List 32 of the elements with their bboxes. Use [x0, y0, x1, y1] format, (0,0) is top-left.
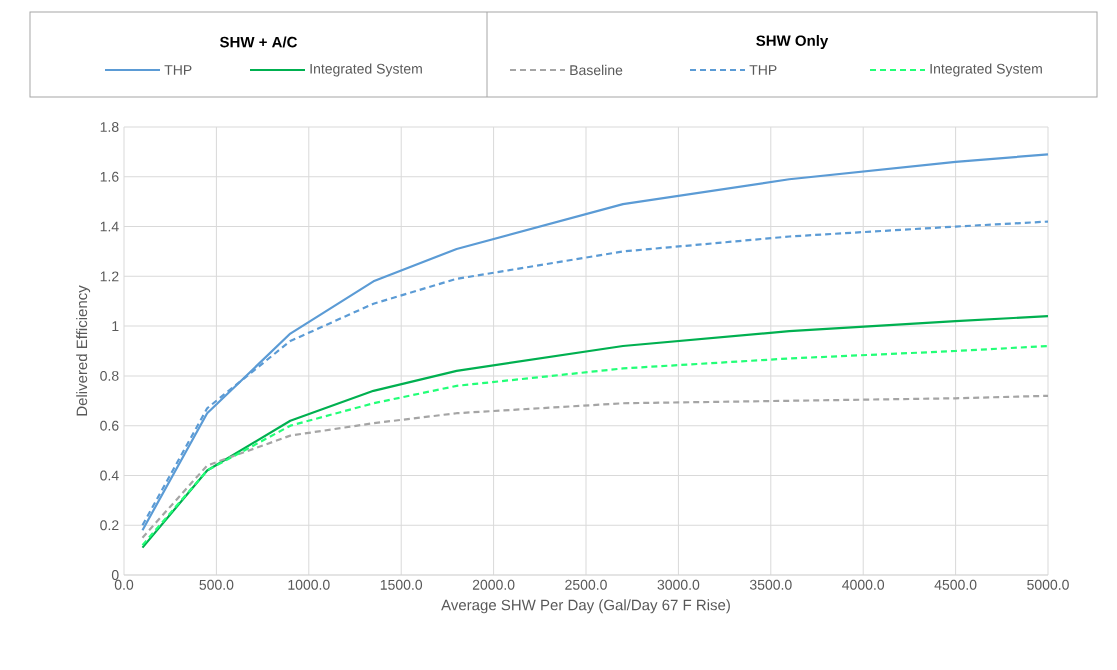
- y-tick-label: 0.2: [100, 520, 119, 531]
- text: SHW Only: [756, 35, 829, 49]
- y-tick-label: 1.2: [100, 271, 119, 282]
- legend-label: THP: [749, 65, 777, 75]
- y-tick-label: 1.6: [100, 171, 119, 182]
- x-tick-label: 2000.0: [472, 579, 515, 590]
- x-axis-title: Average SHW Per Day (Gal/Day 67 F Rise): [441, 599, 730, 614]
- x-tick-label: 1000.0: [288, 579, 330, 590]
- legend-label: Baseline: [570, 64, 623, 76]
- y-axis-title: Delivered Efficiency: [76, 285, 91, 416]
- y-tick-label: 0.6: [100, 420, 119, 431]
- x-tick-label: 1500.0: [380, 579, 423, 590]
- y-tick-label: 1.4: [100, 221, 119, 232]
- x-tick-label: 0.0: [114, 579, 134, 590]
- y-tick-label: 1.8: [100, 122, 119, 132]
- y-tick-label: 1: [112, 321, 119, 331]
- line-series: [141, 394, 1050, 539]
- x-tick-label: 4500.0: [934, 579, 977, 590]
- line-series: [141, 153, 1050, 532]
- legend-label: THP: [164, 65, 192, 75]
- legend-label: Integrated System: [310, 63, 422, 77]
- x-tick-label: 4000.0: [842, 579, 885, 590]
- y-tick-label: 0.8: [100, 370, 119, 381]
- legend-label: Integrated System: [930, 63, 1042, 77]
- y-tick-label: 0.4: [100, 470, 119, 481]
- x-tick-label: 2500.0: [565, 579, 607, 590]
- text: SHW + A/C: [219, 36, 298, 48]
- x-tick-label: 5000.0: [1027, 579, 1069, 590]
- x-tick-label: 3500.0: [749, 579, 792, 590]
- y-tick-label: 0: [111, 570, 119, 580]
- x-tick-label: 500.0: [199, 579, 234, 590]
- x-tick-label: 3000.0: [657, 579, 700, 590]
